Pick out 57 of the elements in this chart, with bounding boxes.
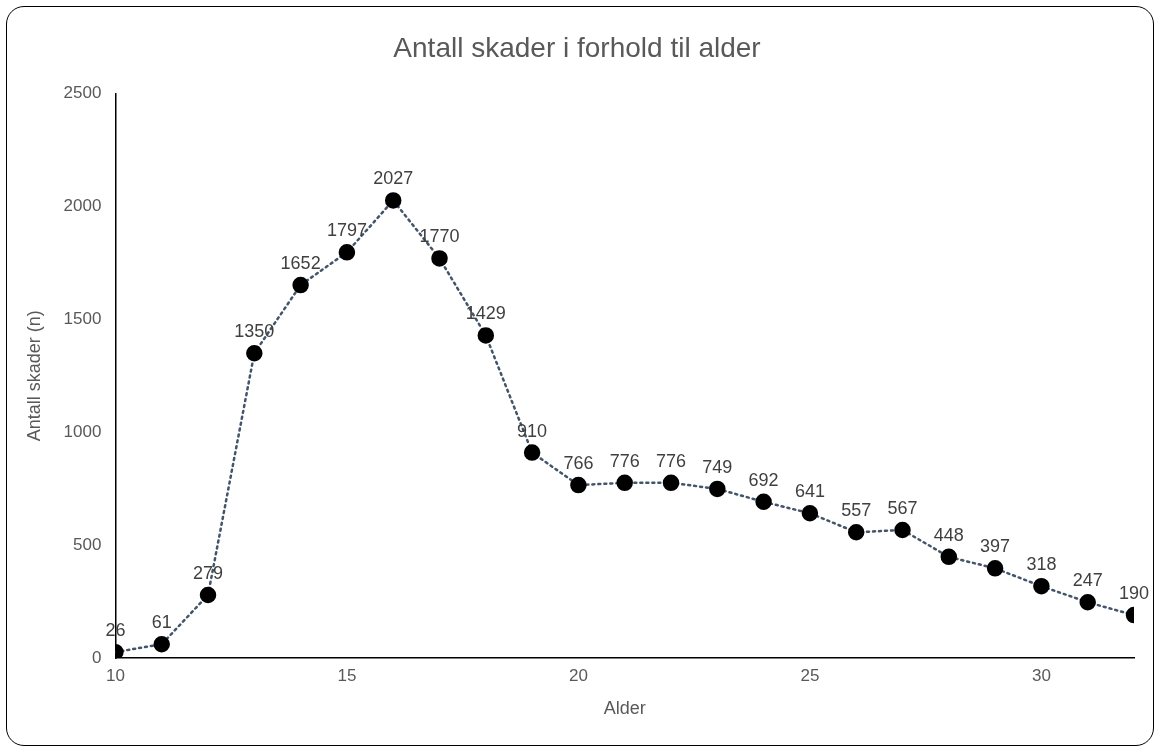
x-tick-label: 25 [800,665,820,685]
data-label: 61 [151,612,172,633]
data-label: 692 [748,469,779,490]
y-tick-label: 2000 [63,196,102,216]
point [894,521,911,539]
data-label: 448 [933,524,964,545]
point [847,524,865,541]
chart-title: Antall skader i forhold til alder [393,31,761,63]
point [616,474,633,492]
point [940,548,958,566]
data-label: 1797 [326,220,367,241]
point [755,493,772,511]
y-tick-label: 0 [91,647,102,667]
y-tick-label: 1500 [63,309,102,329]
data-label: 318 [1026,554,1057,575]
data-label: 557 [841,500,872,521]
data-label: 766 [563,453,594,474]
point [431,250,448,267]
data-label: 397 [980,536,1011,557]
y-tick-label: 2500 [63,83,102,103]
data-label: 279 [192,562,224,583]
data-label: 749 [702,456,733,477]
data-label: 1652 [280,253,321,274]
point [153,635,170,653]
point [1079,593,1096,611]
point [477,327,495,344]
data-label: 776 [609,450,640,471]
data-label: 776 [655,450,687,471]
point [338,244,356,261]
data-label: 1429 [465,303,506,324]
point [292,276,309,294]
point [199,586,217,604]
data-label: 2027 [373,168,414,189]
data-label: 1350 [234,321,275,342]
point [523,444,541,461]
data-label: 190 [1118,583,1150,604]
data-label: 247 [1072,570,1103,591]
x-tick-label: 30 [1031,665,1051,685]
x-tick-label: 10 [105,665,125,685]
data-label: 567 [887,497,918,518]
point [246,344,263,362]
data-label: 641 [794,481,825,502]
point [1033,577,1050,595]
point [662,474,680,492]
point [570,476,587,494]
data-label: 910 [517,420,548,441]
y-tick-label: 1000 [63,421,102,441]
x-tick-label: 15 [337,665,357,685]
point [986,560,1004,577]
point [709,480,726,498]
y-tick-label: 500 [73,534,102,554]
y-axis-title: Antall skader (n) [23,310,44,442]
data-label: 1770 [419,226,460,247]
point [384,192,402,209]
x-axis-title: Alder [603,698,646,719]
x-tick-label: 20 [568,665,588,685]
point [801,505,819,522]
